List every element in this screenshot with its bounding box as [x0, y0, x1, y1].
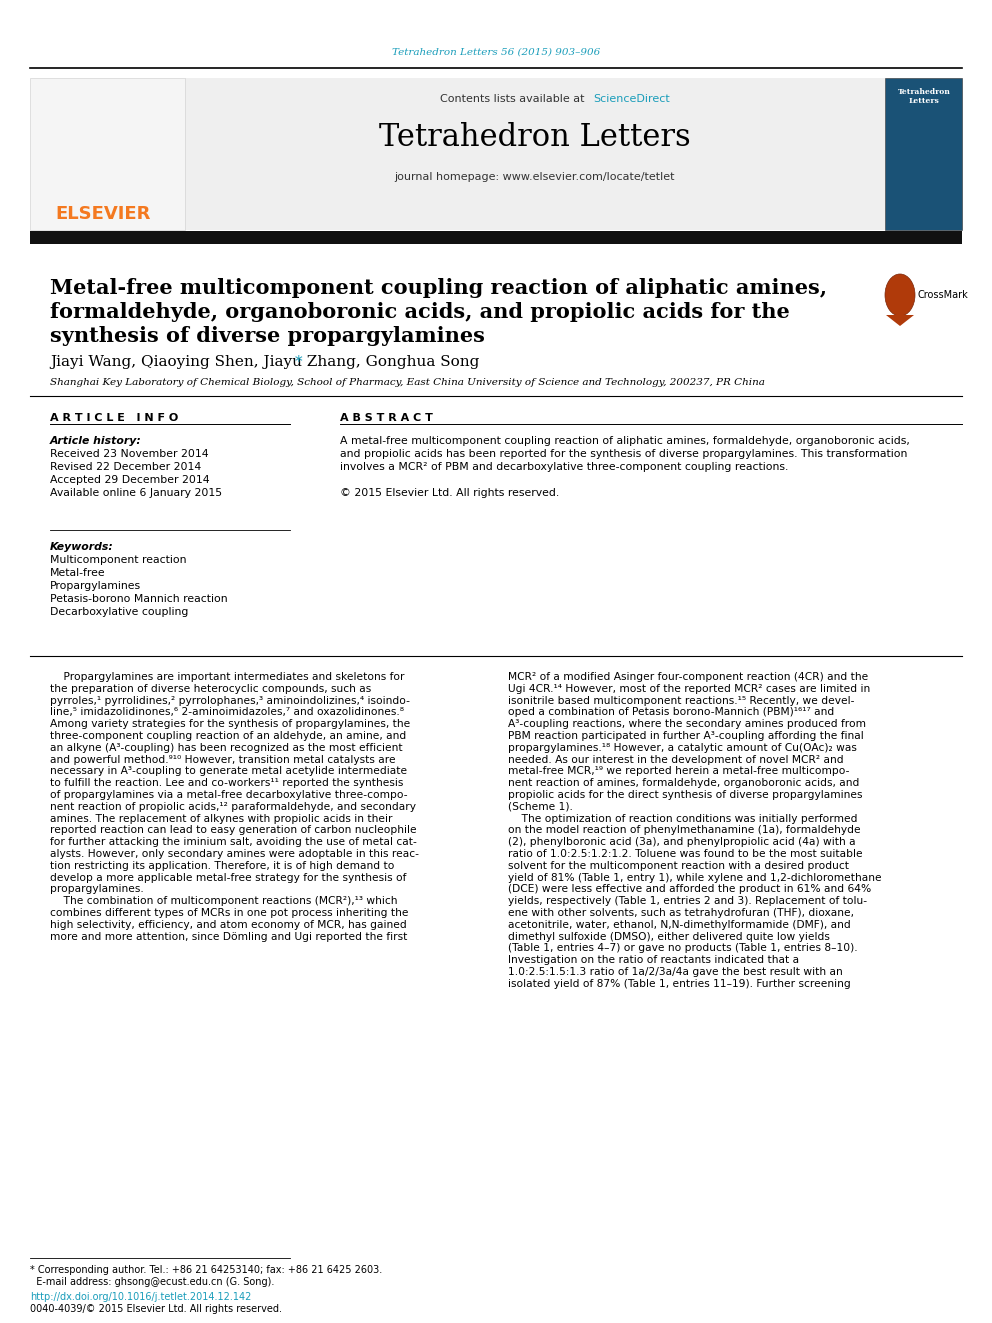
Text: nent reaction of propiolic acids,¹² paraformaldehyde, and secondary: nent reaction of propiolic acids,¹² para…: [50, 802, 416, 812]
Text: ene with other solvents, such as tetrahydrofuran (THF), dioxane,: ene with other solvents, such as tetrahy…: [508, 908, 854, 918]
Text: Metal-free: Metal-free: [50, 568, 105, 578]
FancyBboxPatch shape: [185, 78, 885, 230]
Text: high selectivity, efficiency, and atom economy of MCR, has gained: high selectivity, efficiency, and atom e…: [50, 919, 407, 930]
Text: Article history:: Article history:: [50, 437, 142, 446]
Text: more and more attention, since Dömling and Ugi reported the first: more and more attention, since Dömling a…: [50, 931, 408, 942]
Text: reported reaction can lead to easy generation of carbon nucleophile: reported reaction can lead to easy gener…: [50, 826, 417, 835]
Text: * Corresponding author. Tel.: +86 21 64253140; fax: +86 21 6425 2603.: * Corresponding author. Tel.: +86 21 642…: [30, 1265, 382, 1275]
Text: of propargylamines via a metal-free decarboxylative three-compo-: of propargylamines via a metal-free deca…: [50, 790, 408, 800]
Text: oped a combination of Petasis borono-Mannich (PBM)¹⁶¹⁷ and: oped a combination of Petasis borono-Man…: [508, 708, 834, 717]
Text: PBM reaction participated in further A³-coupling affording the final: PBM reaction participated in further A³-…: [508, 732, 864, 741]
Text: isolated yield of 87% (Table 1, entries 11–19). Further screening: isolated yield of 87% (Table 1, entries …: [508, 979, 851, 988]
Text: Among variety strategies for the synthesis of propargylamines, the: Among variety strategies for the synthes…: [50, 720, 411, 729]
Text: ScienceDirect: ScienceDirect: [593, 94, 670, 105]
Text: 1.0:2.5:1.5:1.3 ratio of 1a/2/3a/4a gave the best result with an: 1.0:2.5:1.5:1.3 ratio of 1a/2/3a/4a gave…: [508, 967, 843, 976]
Text: Tetrahedron
Letters: Tetrahedron Letters: [898, 89, 950, 106]
FancyBboxPatch shape: [885, 78, 962, 230]
Text: Tetrahedron Letters: Tetrahedron Letters: [379, 122, 690, 153]
Text: combines different types of MCRs in one pot process inheriting the: combines different types of MCRs in one …: [50, 908, 409, 918]
Text: journal homepage: www.elsevier.com/locate/tetlet: journal homepage: www.elsevier.com/locat…: [395, 172, 676, 183]
FancyBboxPatch shape: [30, 78, 185, 230]
Text: *: *: [295, 355, 303, 369]
Text: involves a MCR² of PBM and decarboxylative three-component coupling reactions.: involves a MCR² of PBM and decarboxylati…: [340, 462, 789, 472]
Text: amines. The replacement of alkynes with propiolic acids in their: amines. The replacement of alkynes with …: [50, 814, 393, 824]
Text: formaldehyde, organoboronic acids, and propiolic acids for the: formaldehyde, organoboronic acids, and p…: [50, 302, 790, 321]
Text: Shanghai Key Laboratory of Chemical Biology, School of Pharmacy, East China Univ: Shanghai Key Laboratory of Chemical Biol…: [50, 378, 765, 388]
Text: propiolic acids for the direct synthesis of diverse propargylamines: propiolic acids for the direct synthesis…: [508, 790, 862, 800]
Text: Tetrahedron Letters 56 (2015) 903–906: Tetrahedron Letters 56 (2015) 903–906: [392, 48, 600, 57]
Text: Jiayi Wang, Qiaoying Shen, Jiayu Zhang, Gonghua Song: Jiayi Wang, Qiaoying Shen, Jiayu Zhang, …: [50, 355, 484, 369]
Text: dimethyl sulfoxide (DMSO), either delivered quite low yields: dimethyl sulfoxide (DMSO), either delive…: [508, 931, 830, 942]
Text: Available online 6 January 2015: Available online 6 January 2015: [50, 488, 222, 497]
Text: three-component coupling reaction of an aldehyde, an amine, and: three-component coupling reaction of an …: [50, 732, 407, 741]
Text: A metal-free multicomponent coupling reaction of aliphatic amines, formaldehyde,: A metal-free multicomponent coupling rea…: [340, 437, 910, 446]
Text: yield of 81% (Table 1, entry 1), while xylene and 1,2-dichloromethane: yield of 81% (Table 1, entry 1), while x…: [508, 873, 882, 882]
Text: an alkyne (A³-coupling) has been recognized as the most efficient: an alkyne (A³-coupling) has been recogni…: [50, 742, 403, 753]
Text: A R T I C L E   I N F O: A R T I C L E I N F O: [50, 413, 179, 423]
Text: necessary in A³-coupling to generate metal acetylide intermediate: necessary in A³-coupling to generate met…: [50, 766, 407, 777]
Text: acetonitrile, water, ethanol, N,N-dimethylformamide (DMF), and: acetonitrile, water, ethanol, N,N-dimeth…: [508, 919, 851, 930]
Text: Metal-free multicomponent coupling reaction of aliphatic amines,: Metal-free multicomponent coupling react…: [50, 278, 827, 298]
Text: (DCE) were less effective and afforded the product in 61% and 64%: (DCE) were less effective and afforded t…: [508, 884, 871, 894]
Text: and powerful method.⁹¹⁰ However, transition metal catalysts are: and powerful method.⁹¹⁰ However, transit…: [50, 754, 396, 765]
Text: isonitrile based multicomponent reactions.¹⁵ Recently, we devel-: isonitrile based multicomponent reaction…: [508, 696, 854, 705]
Text: metal-free MCR,¹⁹ we reported herein a metal-free multicompo-: metal-free MCR,¹⁹ we reported herein a m…: [508, 766, 849, 777]
Text: MCR² of a modified Asinger four-component reaction (4CR) and the: MCR² of a modified Asinger four-componen…: [508, 672, 868, 681]
Text: ELSEVIER: ELSEVIER: [55, 205, 151, 224]
Text: Ugi 4CR.¹⁴ However, most of the reported MCR² cases are limited in: Ugi 4CR.¹⁴ However, most of the reported…: [508, 684, 870, 693]
Text: Revised 22 December 2014: Revised 22 December 2014: [50, 462, 201, 472]
Text: © 2015 Elsevier Ltd. All rights reserved.: © 2015 Elsevier Ltd. All rights reserved…: [340, 488, 559, 497]
Polygon shape: [886, 315, 914, 325]
Text: Petasis-borono Mannich reaction: Petasis-borono Mannich reaction: [50, 594, 227, 605]
Text: propargylamines.: propargylamines.: [50, 884, 144, 894]
Text: develop a more applicable metal-free strategy for the synthesis of: develop a more applicable metal-free str…: [50, 873, 407, 882]
Text: line,⁵ imidazolidinones,⁶ 2-aminoimidazoles,⁷ and oxazolidinones.⁸: line,⁵ imidazolidinones,⁶ 2-aminoimidazo…: [50, 708, 404, 717]
Text: The optimization of reaction conditions was initially performed: The optimization of reaction conditions …: [508, 814, 857, 824]
FancyBboxPatch shape: [30, 232, 962, 243]
Text: propargylamines.¹⁸ However, a catalytic amount of Cu(OAc)₂ was: propargylamines.¹⁸ However, a catalytic …: [508, 742, 857, 753]
Text: and propiolic acids has been reported for the synthesis of diverse propargylamin: and propiolic acids has been reported fo…: [340, 448, 908, 459]
Text: tion restricting its application. Therefore, it is of high demand to: tion restricting its application. Theref…: [50, 861, 395, 871]
Text: yields, respectively (Table 1, entries 2 and 3). Replacement of tolu-: yields, respectively (Table 1, entries 2…: [508, 896, 867, 906]
Text: ratio of 1.0:2.5:1.2:1.2. Toluene was found to be the most suitable: ratio of 1.0:2.5:1.2:1.2. Toluene was fo…: [508, 849, 863, 859]
Text: (Table 1, entries 4–7) or gave no products (Table 1, entries 8–10).: (Table 1, entries 4–7) or gave no produc…: [508, 943, 858, 954]
Text: Decarboxylative coupling: Decarboxylative coupling: [50, 607, 188, 617]
Text: A B S T R A C T: A B S T R A C T: [340, 413, 433, 423]
Text: http://dx.doi.org/10.1016/j.tetlet.2014.12.142: http://dx.doi.org/10.1016/j.tetlet.2014.…: [30, 1293, 251, 1302]
Text: for further attacking the iminium salt, avoiding the use of metal cat-: for further attacking the iminium salt, …: [50, 837, 417, 847]
Text: Propargylamines: Propargylamines: [50, 581, 141, 591]
Text: pyrroles,¹ pyrrolidines,² pyrrolophanes,³ aminoindolizines,⁴ isoindo-: pyrroles,¹ pyrrolidines,² pyrrolophanes,…: [50, 696, 410, 705]
Text: Multicomponent reaction: Multicomponent reaction: [50, 556, 186, 565]
Text: A³-coupling reactions, where the secondary amines produced from: A³-coupling reactions, where the seconda…: [508, 720, 866, 729]
Text: to fulfill the reaction. Lee and co-workers¹¹ reported the synthesis: to fulfill the reaction. Lee and co-work…: [50, 778, 404, 789]
Text: on the model reaction of phenylmethanamine (1a), formaldehyde: on the model reaction of phenylmethanami…: [508, 826, 861, 835]
Text: solvent for the multicomponent reaction with a desired product: solvent for the multicomponent reaction …: [508, 861, 849, 871]
Text: Contents lists available at: Contents lists available at: [440, 94, 588, 105]
Text: The combination of multicomponent reactions (MCR²),¹³ which: The combination of multicomponent reacti…: [50, 896, 398, 906]
Text: nent reaction of amines, formaldehyde, organoboronic acids, and: nent reaction of amines, formaldehyde, o…: [508, 778, 859, 789]
Text: (2), phenylboronic acid (3a), and phenylpropiolic acid (4a) with a: (2), phenylboronic acid (3a), and phenyl…: [508, 837, 856, 847]
Text: E-mail address: ghsong@ecust.edu.cn (G. Song).: E-mail address: ghsong@ecust.edu.cn (G. …: [30, 1277, 275, 1287]
Text: 0040-4039/© 2015 Elsevier Ltd. All rights reserved.: 0040-4039/© 2015 Elsevier Ltd. All right…: [30, 1304, 282, 1314]
Text: Investigation on the ratio of reactants indicated that a: Investigation on the ratio of reactants …: [508, 955, 800, 966]
Text: alysts. However, only secondary amines were adoptable in this reac-: alysts. However, only secondary amines w…: [50, 849, 419, 859]
Text: Received 23 November 2014: Received 23 November 2014: [50, 448, 208, 459]
Text: synthesis of diverse propargylamines: synthesis of diverse propargylamines: [50, 325, 485, 347]
Text: Propargylamines are important intermediates and skeletons for: Propargylamines are important intermedia…: [50, 672, 405, 681]
Text: CrossMark: CrossMark: [918, 290, 969, 300]
Text: (Scheme 1).: (Scheme 1).: [508, 802, 572, 812]
Text: Keywords:: Keywords:: [50, 542, 114, 552]
Ellipse shape: [885, 274, 915, 316]
Text: Accepted 29 December 2014: Accepted 29 December 2014: [50, 475, 209, 486]
Text: the preparation of diverse heterocyclic compounds, such as: the preparation of diverse heterocyclic …: [50, 684, 371, 693]
Text: needed. As our interest in the development of novel MCR² and: needed. As our interest in the developme…: [508, 754, 843, 765]
